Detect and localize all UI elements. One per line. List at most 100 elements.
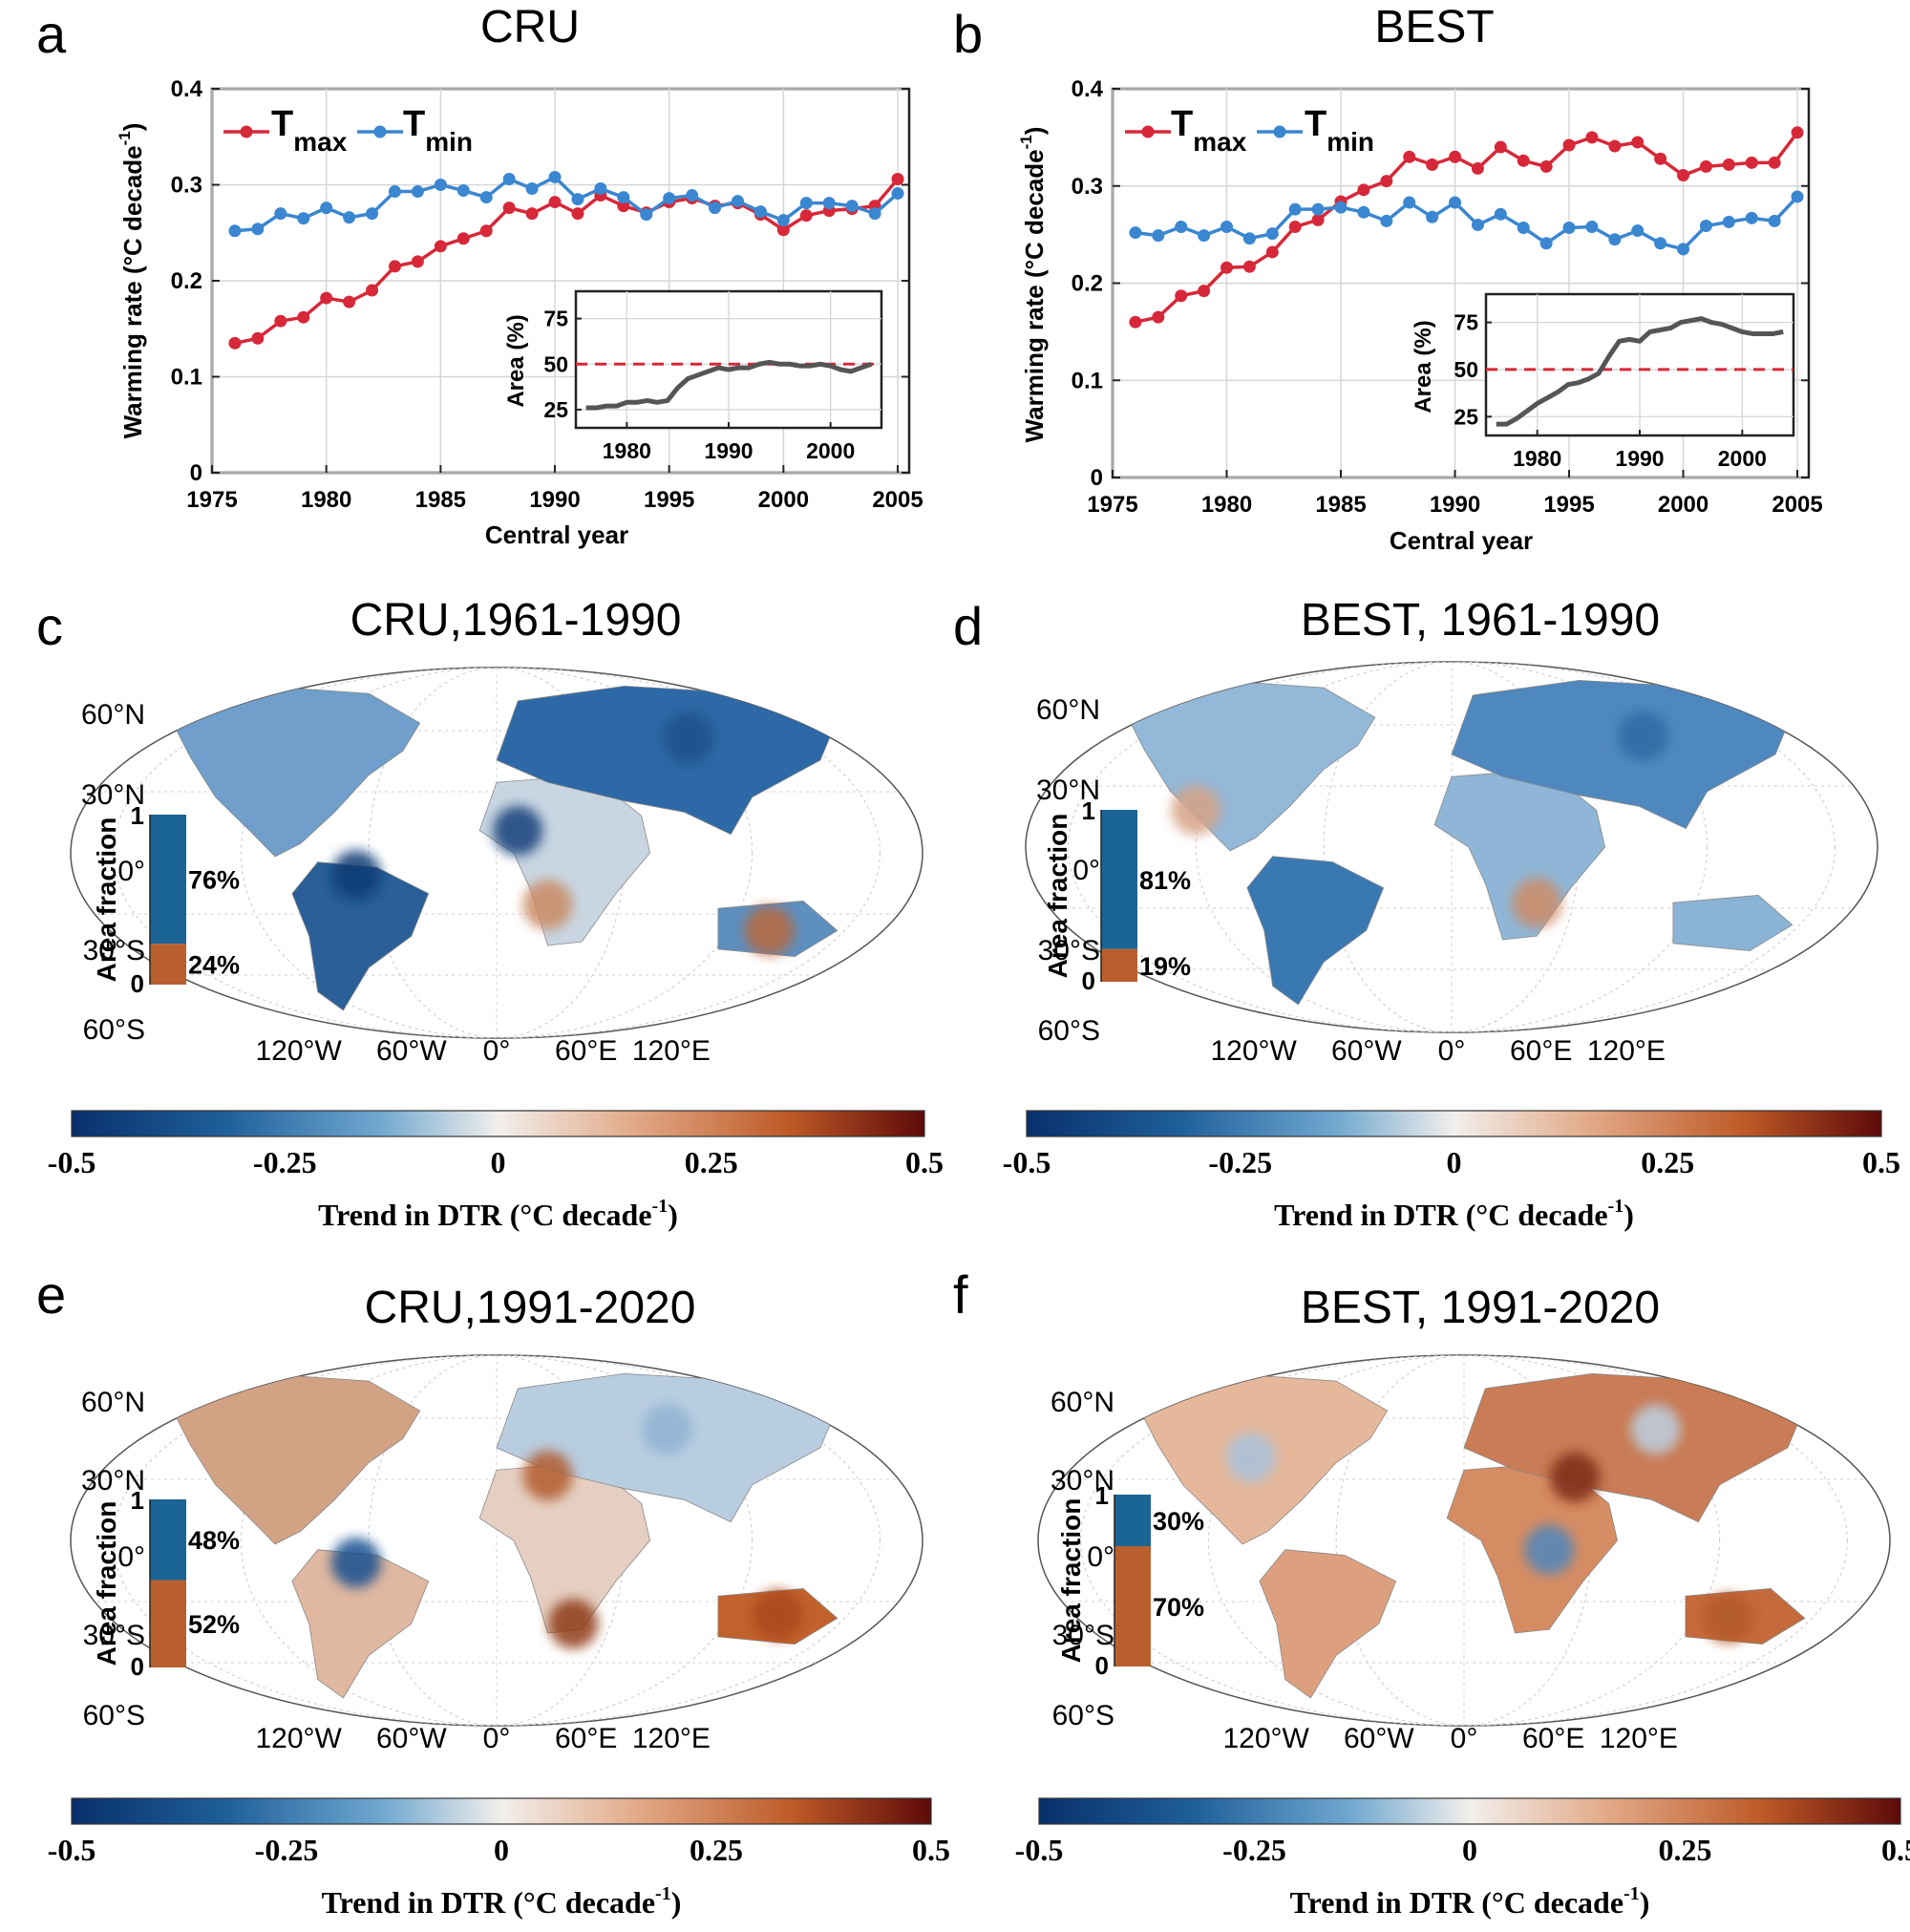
point-tmax	[1494, 140, 1507, 154]
point-tmax	[343, 295, 356, 308]
lat-label: 0°	[117, 856, 145, 887]
legend-tmin-sub-b: min	[1326, 127, 1374, 157]
point-tmin	[731, 195, 744, 208]
colorbar-gradient	[71, 1797, 932, 1825]
ylabel-sup-b: -1	[1017, 135, 1035, 149]
point-tmin	[640, 208, 653, 222]
point-tmax	[274, 314, 287, 328]
point-tmin	[1152, 229, 1165, 243]
point-tmax	[525, 207, 539, 221]
y-tick-label: 0.1	[1072, 368, 1103, 393]
land-masses	[163, 1372, 838, 1699]
anomaly-blob	[1226, 1432, 1276, 1482]
inset-x-tick-label: 1990	[704, 438, 753, 463]
lat-label: 60°S	[1038, 1015, 1100, 1047]
series-a	[228, 170, 904, 350]
inset-y-tick-label: 75	[1454, 310, 1478, 335]
legend-tmax-marker-b	[1141, 125, 1155, 138]
colorbar-tick-label: -0.5	[48, 1833, 96, 1867]
lat-label: 60°S	[83, 1014, 145, 1046]
panel-b: b BEST 1975 1980 1985 1990 1995 2000 200500.10…	[953, 2, 1823, 555]
point-tmin	[822, 197, 836, 210]
panel-title-d: BEST, 1961-1990	[1301, 595, 1660, 646]
point-tmin	[479, 191, 493, 204]
point-tmin	[891, 187, 904, 201]
legend-tmax-b: T	[1171, 104, 1193, 144]
lon-label: 60°W	[376, 1035, 447, 1067]
lat-label: 30°N	[1050, 1465, 1114, 1497]
bar-ylabel: Area fraction	[1043, 814, 1072, 979]
colorbar-tick-label: 0	[1447, 1145, 1462, 1179]
inset-y-tick-label: 50	[543, 351, 568, 376]
anomaly-blob	[493, 805, 543, 856]
x-axis-label-b: Central year	[1390, 526, 1533, 555]
lon-label: 60°W	[1344, 1723, 1414, 1754]
lon-label: 120°W	[1210, 1035, 1297, 1067]
point-tmax	[1152, 310, 1165, 324]
bar-negative-fraction	[150, 1499, 186, 1581]
axis-ticks-a: 1975 1980 1985 1990 1995 2000 2005 0 0.1 0.2 0.3 0.…	[171, 76, 923, 513]
x-tick-label: 1975	[1087, 492, 1137, 518]
land-masses	[1131, 1372, 1806, 1699]
inset-chart-b: 1980 1990 2000 25 50 75	[1454, 294, 1793, 471]
bar-tick-bottom: 0	[1095, 1651, 1109, 1680]
lon-label: 0°	[483, 1723, 511, 1754]
colorbar-gradient	[1038, 1797, 1901, 1825]
point-tmin	[456, 184, 470, 198]
point-tmin	[1220, 220, 1234, 233]
point-tmin	[1539, 237, 1553, 250]
point-tmax	[1562, 138, 1576, 152]
colorbar-label-text: Trend in DTR (°C decade	[322, 1885, 655, 1920]
point-tmin	[320, 202, 333, 215]
legend-tmin-marker-b	[1273, 125, 1286, 138]
inset-area-line	[585, 359, 873, 411]
lat-label: 30°S	[1052, 1620, 1114, 1651]
anomaly-blob	[1171, 785, 1221, 836]
continent-aus	[1672, 895, 1793, 952]
point-tmax	[1220, 261, 1234, 274]
panel-letter-d: d	[953, 596, 983, 656]
point-tmin	[753, 205, 767, 219]
legend-tmin-a: T	[403, 104, 425, 144]
legend-tmin-sub-a: min	[425, 127, 473, 157]
point-tmax	[1265, 245, 1279, 259]
point-tmin	[411, 185, 424, 199]
colorbar-tick-label: 0.5	[912, 1833, 950, 1867]
colorbar-label-text: Trend in DTR (°C decade	[318, 1198, 651, 1232]
bar-tick-top: 1	[131, 1486, 144, 1515]
map-panel-e: e CRU,1991-2020 60°N 30°N 0° 30°S 60°S 120°W 60°…	[36, 1264, 950, 1920]
x-tick-label: 2005	[872, 487, 923, 513]
point-tmin	[845, 200, 859, 213]
bar-tick-bottom: 0	[131, 969, 144, 998]
point-tmin	[709, 202, 722, 215]
point-tmin	[1242, 232, 1256, 245]
panel-letter-f: f	[953, 1264, 968, 1325]
point-tmin	[571, 193, 584, 206]
colorbar-label-sup: -1	[1608, 1196, 1624, 1217]
point-tmax	[1198, 285, 1211, 298]
colorbar-label: Trend in DTR (°C decade-1)	[1274, 1196, 1634, 1232]
point-tmin	[594, 182, 607, 196]
y-axis-label-a: Warming rate (°C decade-1)	[116, 123, 147, 439]
lat-label: 0°	[117, 1541, 145, 1573]
bar-label-positive: 19%	[1139, 952, 1191, 981]
inset-y-tick-label: 75	[543, 307, 568, 331]
point-tmax	[617, 200, 630, 213]
point-tmax	[479, 224, 493, 238]
point-tmin	[799, 197, 813, 210]
point-tmax	[228, 336, 242, 350]
point-tmin	[1494, 207, 1507, 221]
point-tmax	[251, 331, 265, 345]
colorbar: -0.5 -0.25 0 0.25 0.5 Trend in DTR (°C decade…	[1003, 1110, 1900, 1232]
point-tmax	[456, 232, 470, 245]
lat-label: 60°S	[1052, 1700, 1114, 1731]
bar-ylabel: Area fraction	[92, 1501, 121, 1667]
point-tmax	[297, 310, 310, 324]
point-tmin	[1175, 220, 1188, 233]
legend-tmax-sub-a: max	[293, 127, 347, 157]
point-tmin	[343, 211, 356, 224]
land-masses	[163, 685, 838, 1011]
point-tmax	[1585, 131, 1599, 144]
bar-negative-fraction	[1114, 1495, 1151, 1546]
map-panel-d: d BEST, 1961-1990 60°N 30°N 0° 30°S 60°S 120°W 6…	[953, 595, 1900, 1232]
